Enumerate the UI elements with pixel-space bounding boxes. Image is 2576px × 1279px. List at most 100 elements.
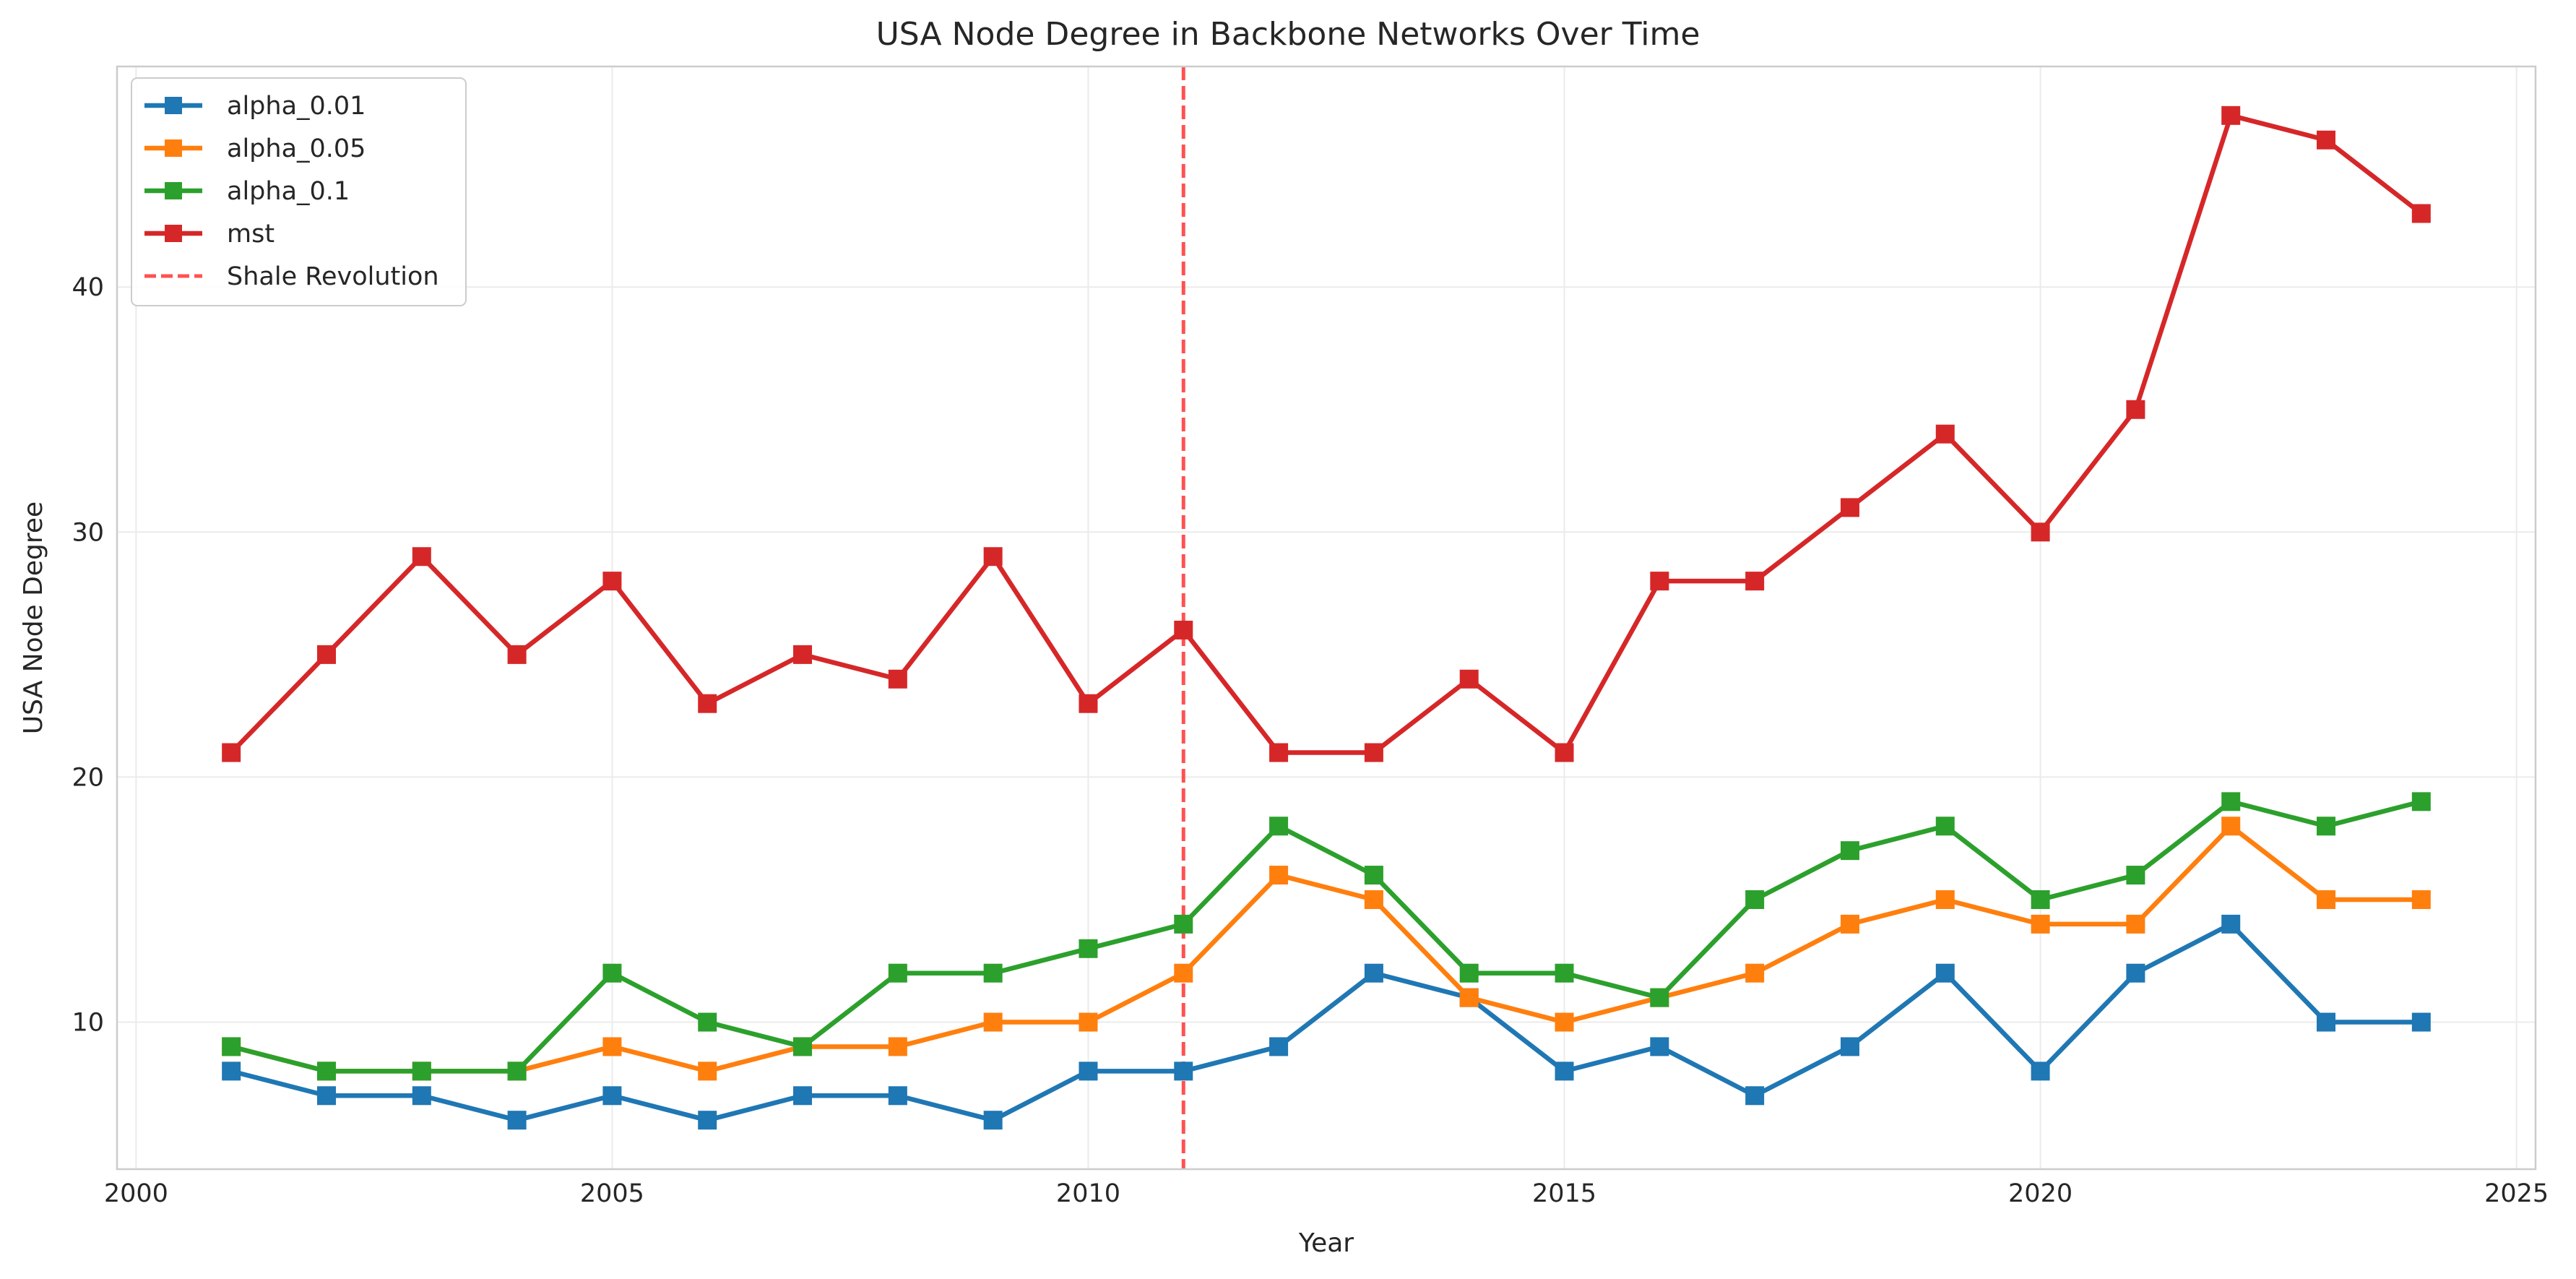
data-point xyxy=(1745,572,1765,591)
data-point xyxy=(2317,890,2336,909)
series-alpha-0-1 xyxy=(222,792,2431,1081)
plot-frame xyxy=(116,65,2537,1171)
x-tick-label: 2015 xyxy=(1532,1179,1596,1208)
series-group xyxy=(222,105,2431,1130)
data-point xyxy=(983,963,1003,983)
data-point xyxy=(888,669,907,689)
series-alpha-0-05 xyxy=(222,817,2431,1081)
data-point xyxy=(222,743,241,762)
data-point xyxy=(1840,914,1859,934)
data-point xyxy=(2317,1012,2336,1032)
data-point xyxy=(1269,817,1289,836)
x-tick-label: 2000 xyxy=(104,1179,168,1208)
data-point xyxy=(698,694,717,713)
series-mst xyxy=(222,105,2431,762)
data-point xyxy=(316,1061,336,1081)
data-point xyxy=(983,1012,1003,1032)
data-point xyxy=(1650,988,1669,1007)
data-point xyxy=(888,1037,907,1056)
data-point xyxy=(698,1111,717,1130)
data-point xyxy=(983,547,1003,567)
x-axis-label: Year xyxy=(1298,1228,1354,1258)
data-point xyxy=(602,572,622,591)
data-point xyxy=(222,1037,241,1056)
legend-item: mst xyxy=(144,220,275,249)
data-point xyxy=(1745,890,1765,909)
data-point xyxy=(412,547,431,567)
legend-item: Shale Revolution xyxy=(144,262,439,291)
y-axis-label: USA Node Degree xyxy=(19,501,48,734)
series-line xyxy=(228,823,2424,1074)
data-point xyxy=(1174,914,1193,934)
data-point xyxy=(2221,105,2241,125)
data-point xyxy=(1840,841,1859,861)
x-tick-label: 2025 xyxy=(2484,1179,2549,1208)
data-point xyxy=(507,1061,527,1081)
data-point xyxy=(2221,817,2241,836)
x-tick-label: 2020 xyxy=(2008,1179,2073,1208)
data-point xyxy=(698,1061,717,1081)
data-point xyxy=(2317,817,2336,836)
legend-box xyxy=(131,77,467,306)
data-point xyxy=(1459,988,1479,1007)
data-point xyxy=(1555,1012,1574,1032)
data-point xyxy=(1269,743,1289,762)
data-point xyxy=(1459,963,1479,983)
data-point xyxy=(316,1086,336,1106)
data-point xyxy=(1174,620,1193,640)
data-point xyxy=(2031,522,2050,542)
y-tick-label: 20 xyxy=(72,763,104,792)
series-line xyxy=(228,799,2424,1074)
data-point xyxy=(1650,1037,1669,1056)
data-point xyxy=(412,1061,431,1081)
data-point xyxy=(222,1061,241,1081)
data-point xyxy=(1364,866,1383,885)
data-point xyxy=(1269,1037,1289,1056)
data-point xyxy=(1174,1061,1193,1081)
data-point xyxy=(2126,963,2145,983)
legend-marker xyxy=(165,182,182,199)
chart-title: USA Node Degree in Backbone Networks Ove… xyxy=(876,16,1700,53)
data-point xyxy=(602,1086,622,1106)
data-point xyxy=(2221,914,2241,934)
data-point xyxy=(2411,890,2431,909)
data-point xyxy=(412,1086,431,1106)
legend-label: Shale Revolution xyxy=(227,262,439,291)
data-point xyxy=(2221,792,2241,811)
data-point xyxy=(507,645,527,664)
data-point xyxy=(793,645,813,664)
data-point xyxy=(1079,694,1098,713)
legend-marker xyxy=(165,97,182,114)
data-point xyxy=(698,1012,717,1032)
data-point xyxy=(2411,1012,2431,1032)
data-point xyxy=(2411,204,2431,223)
data-point xyxy=(1079,1012,1098,1032)
legend-label: mst xyxy=(227,220,275,249)
data-point xyxy=(1364,963,1383,983)
data-point xyxy=(1840,1037,1859,1056)
data-point xyxy=(983,1111,1003,1130)
data-point xyxy=(2126,914,2145,934)
data-point xyxy=(602,963,622,983)
legend-item: alpha_0.1 xyxy=(144,177,350,206)
data-point xyxy=(1364,743,1383,762)
data-point xyxy=(1364,890,1383,909)
data-point xyxy=(1079,1061,1098,1081)
data-point xyxy=(2126,866,2145,885)
data-point xyxy=(2126,400,2145,419)
data-point xyxy=(1459,669,1479,689)
data-point xyxy=(1650,572,1669,591)
data-point xyxy=(2031,914,2050,934)
y-tick-label: 30 xyxy=(72,518,104,547)
grid xyxy=(117,66,2536,1169)
series-line xyxy=(228,113,2424,755)
x-tick-label: 2005 xyxy=(580,1179,644,1208)
data-point xyxy=(1555,1061,1574,1081)
data-point xyxy=(1269,866,1289,885)
data-point xyxy=(1555,743,1574,762)
data-point xyxy=(316,645,336,664)
data-point xyxy=(2031,1061,2050,1081)
data-point xyxy=(2031,890,2050,909)
